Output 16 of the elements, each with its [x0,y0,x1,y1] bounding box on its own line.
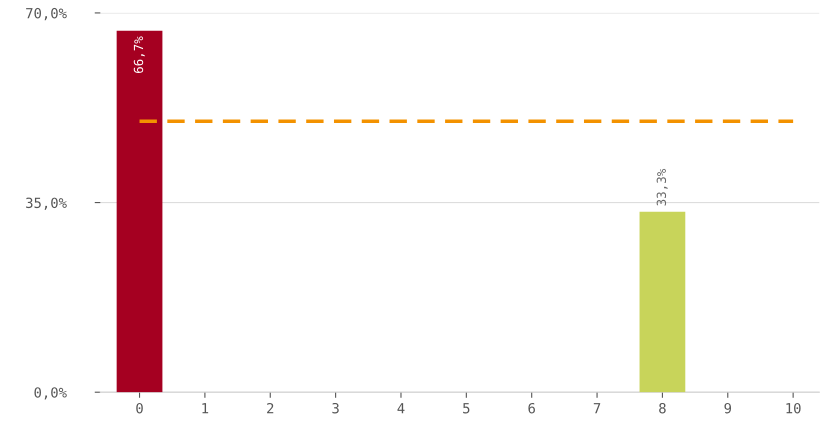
y-tick-label: 70,0% [26,8,67,20]
y-tick-label: 35,0% [26,198,67,210]
x-tick-label: 1 [202,403,208,414]
data-label: 33,3% [656,168,668,206]
x-tick-label: 3 [332,402,339,414]
x-tick-label: 7 [594,403,600,414]
x-tick-label: 5 [463,403,470,414]
x-tick-label: 2 [267,402,274,414]
data-label: 66,7% [134,36,145,74]
x-tick-label: 9 [724,402,732,414]
x-tick-label: 0 [136,402,143,414]
y-tick-label: 0,0% [34,387,67,400]
x-tick-label: 10 [786,402,801,414]
x-tick-label: 4 [397,403,404,414]
x-tick-label: 6 [528,402,535,414]
x-tick-label: 8 [659,402,666,414]
